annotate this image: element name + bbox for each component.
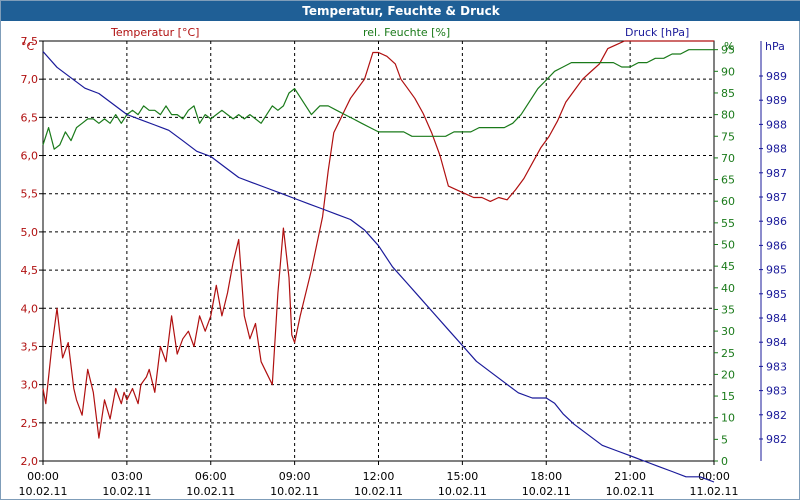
- y-tick-label-pressure: 988: [766, 143, 787, 156]
- y-tick-label-humidity: 5: [721, 433, 728, 446]
- y-tick-label-pressure: 987: [766, 191, 787, 204]
- y-tick-label-temperature: 4,5: [21, 264, 39, 277]
- x-tick-label-date: 10.02.11: [270, 485, 319, 498]
- y-tick-label-humidity: 0: [721, 455, 728, 468]
- x-tick-label-date: 10.02.11: [102, 485, 151, 498]
- x-tick-label-date: 10.02.11: [522, 485, 571, 498]
- chart-title: Temperatur, Feuchte & Druck: [1, 1, 800, 21]
- x-tick-label-time: 15:00: [447, 470, 479, 483]
- y-tick-label-humidity: 20: [721, 368, 735, 381]
- series-line-temperature: [42, 40, 714, 439]
- y-tick-label-pressure: 988: [766, 118, 787, 131]
- legend-pressure: Druck [hPa]: [625, 26, 689, 39]
- y-unit-humidity: %: [724, 40, 734, 53]
- series-line-pressure: [42, 51, 715, 483]
- y-tick-label-humidity: 40: [721, 282, 735, 295]
- y-tick-label-humidity: 80: [721, 109, 735, 122]
- y-tick-label-pressure: 983: [766, 360, 787, 373]
- x-tick-label-time: 18:00: [530, 470, 562, 483]
- y-tick-label-pressure: 982: [766, 433, 787, 446]
- y-tick-label-humidity: 15: [721, 390, 735, 403]
- x-tick-label-time: 12:00: [363, 470, 395, 483]
- y-tick-label-humidity: 45: [721, 260, 735, 273]
- y-tick-label-temperature: 7,5: [21, 35, 39, 48]
- series-line-humidity: [42, 49, 714, 150]
- y-tick-label-pressure: 984: [766, 312, 787, 325]
- x-tick-label-date: 10.02.11: [186, 485, 235, 498]
- y-tick-label-pressure: 989: [766, 94, 787, 107]
- y-unit-temperature: °C: [21, 40, 35, 53]
- y-tick-label-pressure: 982: [766, 409, 787, 422]
- y-unit-pressure: hPa: [765, 40, 785, 53]
- x-tick-label-time: 09:00: [279, 470, 311, 483]
- y-tick-label-pressure: 986: [766, 215, 787, 228]
- y-tick-label-humidity: 25: [721, 347, 735, 360]
- y-tick-label-humidity: 30: [721, 325, 735, 338]
- y-tick-label-pressure: 985: [766, 288, 787, 301]
- x-tick-label-time: 03:00: [111, 470, 143, 483]
- y-tick-label-temperature: 6,5: [21, 111, 39, 124]
- y-tick-label-temperature: 3,0: [21, 379, 39, 392]
- y-tick-label-temperature: 2,0: [21, 455, 39, 468]
- y-tick-label-pressure: 986: [766, 239, 787, 252]
- x-tick-label-date: 10.02.11: [606, 485, 655, 498]
- y-tick-label-temperature: 5,0: [21, 226, 39, 239]
- series-layer: [42, 40, 715, 483]
- y-tick-label-humidity: 95: [721, 44, 735, 57]
- y-tick-label-humidity: 50: [721, 239, 735, 252]
- y-tick-label-pressure: 984: [766, 336, 787, 349]
- y-tick-label-pressure: 987: [766, 167, 787, 180]
- y-tick-label-pressure: 985: [766, 264, 787, 277]
- legend-temperature: Temperatur [°C]: [110, 26, 199, 39]
- x-tick-label-date: 10.02.11: [438, 485, 487, 498]
- y-tick-label-humidity: 10: [721, 412, 735, 425]
- y-tick-label-pressure: 983: [766, 385, 787, 398]
- y-tick-label-humidity: 75: [721, 130, 735, 143]
- y-tick-label-humidity: 55: [721, 217, 735, 230]
- y-tick-label-temperature: 7,0: [21, 73, 39, 86]
- y-tick-label-temperature: 3,5: [21, 340, 39, 353]
- y-tick-label-humidity: 90: [721, 65, 735, 78]
- y-tick-label-humidity: 85: [721, 87, 735, 100]
- ticks-layer: 2,0 2,5 3,0 3,5 4,0 4,5 5,0 5,5 6,0 6,5 7,0 7,5 0 5 10…: [19, 35, 787, 498]
- x-tick-label-time: 06:00: [195, 470, 227, 483]
- x-tick-label-time: 00:00: [27, 470, 59, 483]
- grid-layer: [42, 40, 715, 462]
- y-tick-label-pressure: 989: [766, 70, 787, 83]
- y-tick-label-humidity: 35: [721, 303, 735, 316]
- x-tick-label-date: 11.02.11: [690, 485, 739, 498]
- legend-humidity: rel. Feuchte [%]: [363, 26, 450, 39]
- y-tick-label-temperature: 2,5: [21, 417, 39, 430]
- y-tick-label-temperature: 5,5: [21, 188, 39, 201]
- x-tick-label-time: 21:00: [614, 470, 646, 483]
- x-tick-label-date: 10.02.11: [19, 485, 68, 498]
- x-tick-label-date: 10.02.11: [354, 485, 403, 498]
- y-tick-label-temperature: 6,0: [21, 150, 39, 163]
- y-tick-label-humidity: 70: [721, 152, 735, 165]
- y-tick-label-humidity: 60: [721, 195, 735, 208]
- y-tick-label-temperature: 4,0: [21, 302, 39, 315]
- x-tick-label-time: 00:00: [698, 470, 730, 483]
- y-tick-label-humidity: 65: [721, 174, 735, 187]
